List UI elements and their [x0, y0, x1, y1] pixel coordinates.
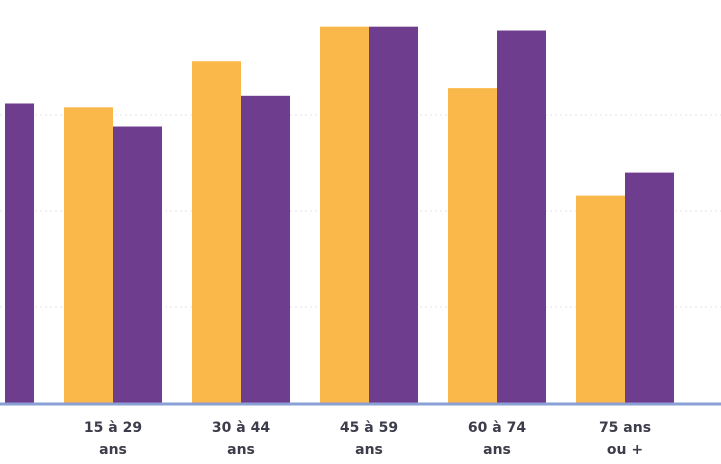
bar-series2-cat2: [241, 95, 290, 404]
bar-series2-cat5: [625, 172, 674, 403]
bar-series2-cat1: [113, 126, 162, 404]
bar-series2-cat3: [369, 26, 418, 404]
bar-series1-cat2: [192, 61, 241, 404]
bar-series1-cat1: [64, 107, 113, 403]
bar-series1-cat4: [448, 88, 497, 404]
category-label-4: 60 à 74 ans: [468, 420, 526, 458]
bar-series1-cat3: [320, 26, 369, 404]
bars: [5, 26, 674, 404]
category-label-1: 15 à 29 ans: [84, 420, 142, 458]
bar-series2-cat4: [497, 30, 546, 404]
bar-series1-cat5: [576, 195, 625, 403]
category-label-5: 75 ans ou +: [599, 420, 651, 458]
category-label-3: 45 à 59 ans: [340, 420, 398, 458]
bar-partial-left: [5, 103, 34, 403]
category-label-2: 30 à 44 ans: [212, 420, 270, 458]
category-labels: 15 à 29 ans 30 à 44 ans 45 à 59 ans 60 à 74 ans…: [84, 420, 651, 458]
